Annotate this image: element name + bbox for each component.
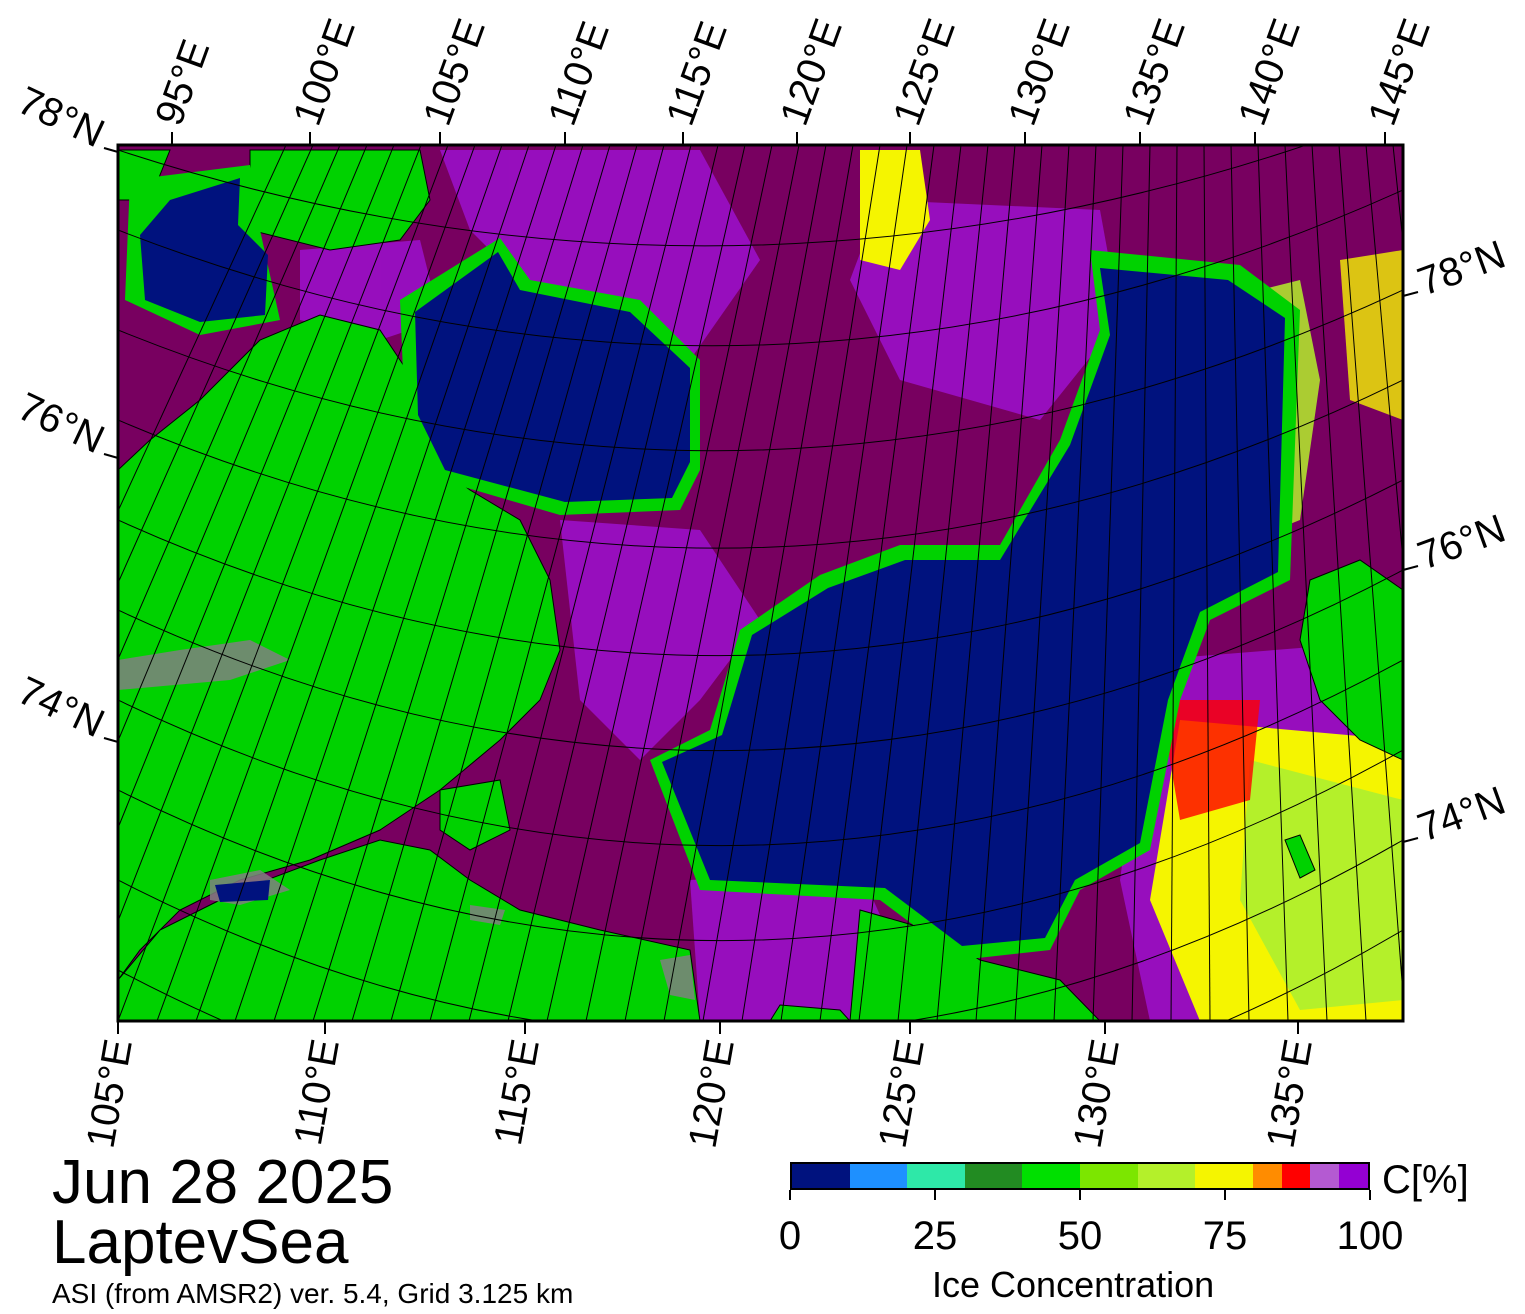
colorbar-bin <box>849 1164 908 1188</box>
colorbar-bin <box>1310 1164 1340 1188</box>
colorbar <box>790 1162 1370 1190</box>
top-lon-label: 100°E <box>285 13 364 131</box>
data-source: ASI (from AMSR2) ver. 5.4, Grid 3.125 km <box>52 1278 574 1309</box>
top-lon-label: 125°E <box>885 13 964 131</box>
colorbar-tick-mark <box>934 1190 936 1200</box>
top-lon-label: 95°E <box>147 34 218 131</box>
top-lon-label: 130°E <box>1000 13 1079 131</box>
map-ticks <box>103 132 1419 1034</box>
colorbar-bin <box>1079 1164 1138 1188</box>
colorbar-bin <box>792 1164 850 1188</box>
kotelny-island <box>1299 559 1403 761</box>
top-lon-label: 110°E <box>540 16 618 131</box>
colorbar-bin <box>1137 1164 1196 1188</box>
top-lon-label: 135°E <box>1115 13 1194 131</box>
colorbar-bin <box>1195 1164 1253 1188</box>
colorbar-tick-label: 50 <box>1057 1214 1103 1258</box>
colorbar-bin <box>1252 1164 1282 1188</box>
left-lat-label: 74°N <box>11 669 111 747</box>
graticule <box>118 145 1403 1021</box>
top-lon-label: 145°E <box>1360 13 1439 131</box>
top-lon-label: 120°E <box>772 13 851 131</box>
colorbar-bin <box>1281 1164 1311 1188</box>
top-lon-label: 115°E <box>658 16 736 131</box>
right-lat-label: 76°N <box>1412 507 1511 579</box>
left-lat-label: 78°N <box>11 79 111 157</box>
map-region: LaptevSea <box>52 1208 349 1277</box>
bottom-lon-label: 120°E <box>681 1036 743 1151</box>
colorbar-tick-mark <box>1079 1190 1081 1200</box>
colorbar-bin <box>1339 1164 1368 1188</box>
map-frame <box>116 143 1405 1023</box>
colorbar-tick-label: 0 <box>778 1214 802 1258</box>
bottom-lon-label: 105°E <box>79 1036 141 1151</box>
colorbar-tick-mark <box>789 1190 791 1200</box>
colorbar-unit: C[%] <box>1382 1158 1469 1202</box>
colorbar-bin <box>1022 1164 1080 1188</box>
colorbar-bin <box>907 1164 965 1188</box>
colorbar-tick-mark <box>1369 1190 1371 1200</box>
bottom-lon-label: 130°E <box>1066 1036 1128 1151</box>
top-lon-label: 140°E <box>1230 13 1309 131</box>
colorbar-tick-label: 25 <box>912 1214 958 1258</box>
bolshoy-begichev-island <box>439 779 511 851</box>
bottom-lon-label: 115°E <box>486 1036 548 1148</box>
top-lon-label: 105°E <box>415 13 494 131</box>
bottom-lon-label: 125°E <box>871 1036 933 1151</box>
colorbar-title: Ice Concentration <box>932 1264 1215 1305</box>
colorbar-tick-mark <box>1224 1190 1226 1200</box>
right-lat-label: 78°N <box>1412 233 1511 305</box>
left-lat-label: 76°N <box>11 385 111 463</box>
colorbar-tick-label: 75 <box>1202 1214 1248 1258</box>
map-date: Jun 28 2025 <box>52 1148 394 1217</box>
bottom-lon-label: 135°E <box>1259 1036 1321 1151</box>
right-lat-label: 74°N <box>1412 779 1511 851</box>
bottom-lon-label: 110°E <box>286 1036 348 1148</box>
colorbar-bin <box>964 1164 1023 1188</box>
colorbar-tick-label: 100 <box>1336 1214 1404 1258</box>
